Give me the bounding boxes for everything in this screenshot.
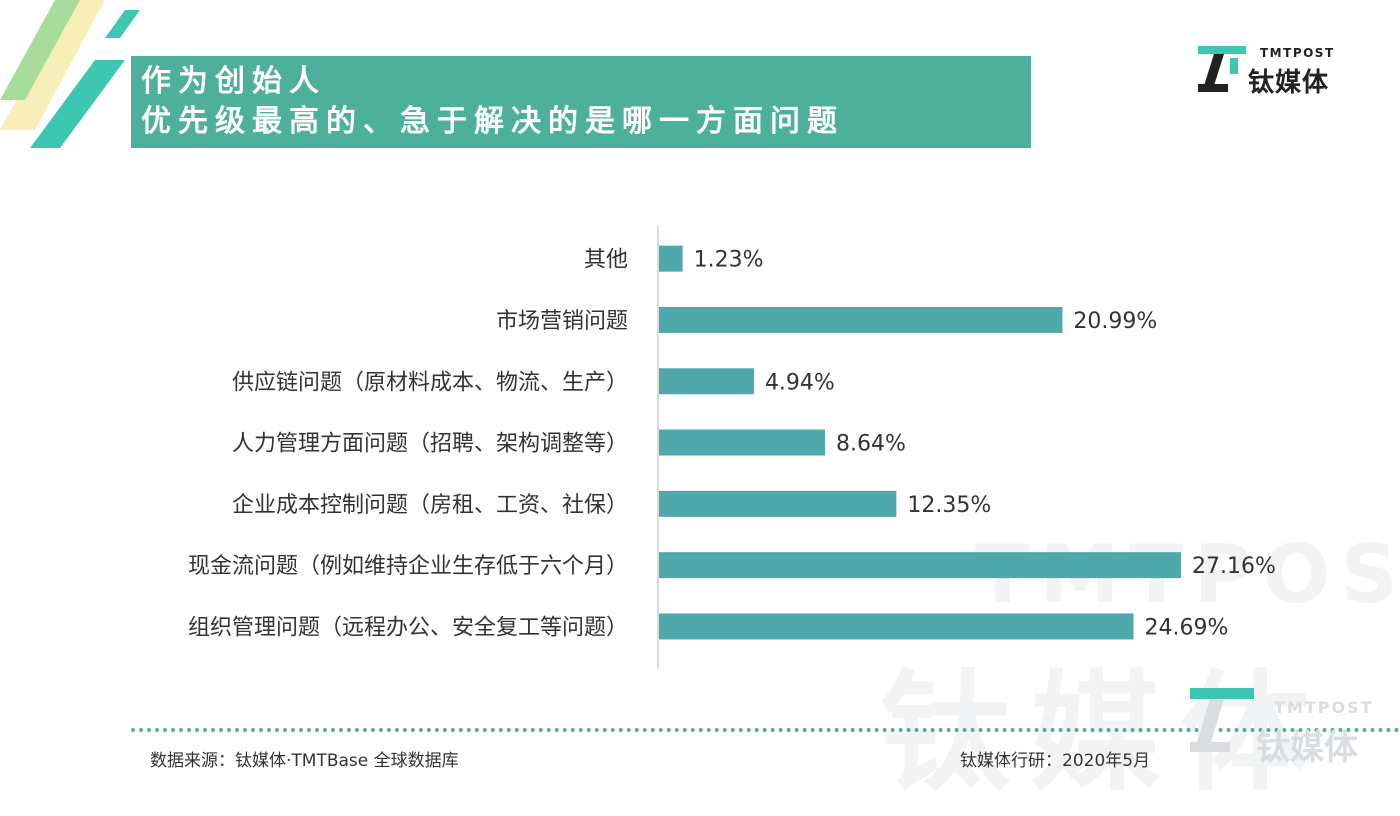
bar [659,490,897,517]
title-banner: 作为创始人 优先级最高的、急于解决的是哪一方面问题 [131,56,1031,148]
watermark-cn: 钛媒体 [880,657,1331,809]
value-label: 12.35% [907,493,991,518]
bar [659,306,1063,333]
value-label: 24.69% [1145,615,1229,640]
value-label: 27.16% [1192,554,1276,579]
value-label: 1.23% [694,248,764,273]
logo-mark-icon [1198,46,1246,92]
deco-stripe-teal [30,60,125,148]
deco-stripe-light [0,0,80,100]
footer-divider [131,728,1400,732]
value-label: 4.94% [765,370,835,395]
brand-logo: TMTPOST 钛媒体 [1196,42,1346,98]
title-line-1: 作为创始人 [141,64,326,99]
bar-chart: 其他 1.23% 市场营销问题 20.99% 供应链问题（原材料成本、物流、生产） 4.9… [188,225,1276,670]
bar [659,429,826,456]
bar [659,245,683,272]
deco-stripe-teal-small [105,10,140,38]
category-label: 组织管理问题（远程办公、安全复工等问题） [188,615,628,640]
category-label: 人力管理方面问题（招聘、架构调整等） [232,432,628,457]
value-label: 8.64% [836,432,906,457]
logo-text-en: TMTPOST [1260,46,1335,60]
footer-logo-text-en: TMTPOST [1274,698,1374,717]
footer-logo-watermark: TMTPOST 钛媒体 [1186,682,1376,768]
logo-text-cn: 钛媒体 [1248,68,1330,98]
category-label: 现金流问题（例如维持企业生存低于六个月） [188,554,628,579]
corner-decoration [0,0,140,148]
footer-logo-text-cn: 钛媒体 [1256,728,1358,768]
value-label: 20.99% [1073,309,1157,334]
bar [659,552,1181,579]
bar [659,368,754,395]
category-label: 企业成本控制问题（房租、工资、社保） [232,493,628,518]
category-label: 其他 [584,248,628,273]
title-line-2: 优先级最高的、急于解决的是哪一方面问题 [141,104,844,139]
footer-credit: 钛媒体行研：2020年5月 [960,751,1151,771]
footer-logo-mark-icon [1190,688,1254,752]
bar [659,613,1134,640]
category-label: 市场营销问题 [496,309,628,334]
footer-source: 数据来源：钛媒体·TMTBase 全球数据库 [150,751,459,771]
category-label: 供应链问题（原材料成本、物流、生产） [232,370,628,395]
